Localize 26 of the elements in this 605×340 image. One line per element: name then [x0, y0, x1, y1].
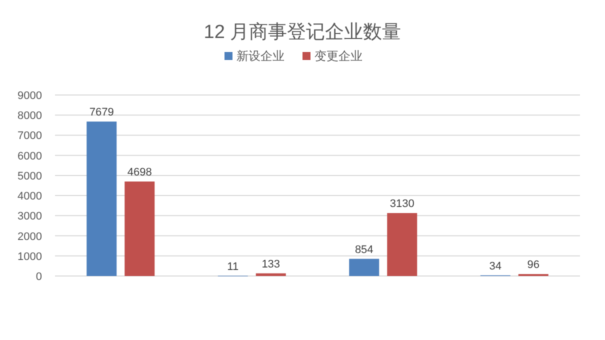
data-label: 11	[227, 260, 239, 273]
bar	[387, 213, 418, 276]
data-label: 34	[489, 260, 502, 272]
data-label: 3130	[390, 198, 414, 210]
data-label: 4698	[127, 166, 152, 179]
chart-title: 12 月商事登记企业数量	[204, 21, 402, 43]
bar	[86, 122, 117, 276]
bar	[124, 182, 155, 276]
data-label: 854	[354, 244, 374, 256]
y-tick-label: 3000	[18, 210, 42, 223]
y-tick-label: 0	[36, 271, 42, 283]
y-tick-label: 2000	[18, 230, 42, 243]
bar	[256, 273, 286, 276]
data-label: 133	[262, 258, 280, 270]
y-tick-label: 8000	[18, 110, 42, 122]
y-tick-label: 7000	[18, 130, 42, 142]
data-label: 96	[527, 259, 540, 272]
data-label: 7679	[89, 106, 114, 119]
y-tick-label: 9000	[18, 90, 42, 102]
bar	[349, 258, 380, 276]
legend-label: 变更企业	[314, 49, 362, 63]
legend-label: 新设企业	[236, 49, 284, 63]
y-tick-label: 1000	[18, 250, 42, 263]
y-tick-label: 6000	[18, 150, 42, 162]
y-tick-label: 5000	[18, 170, 42, 182]
y-tick-label: 4000	[18, 190, 42, 203]
